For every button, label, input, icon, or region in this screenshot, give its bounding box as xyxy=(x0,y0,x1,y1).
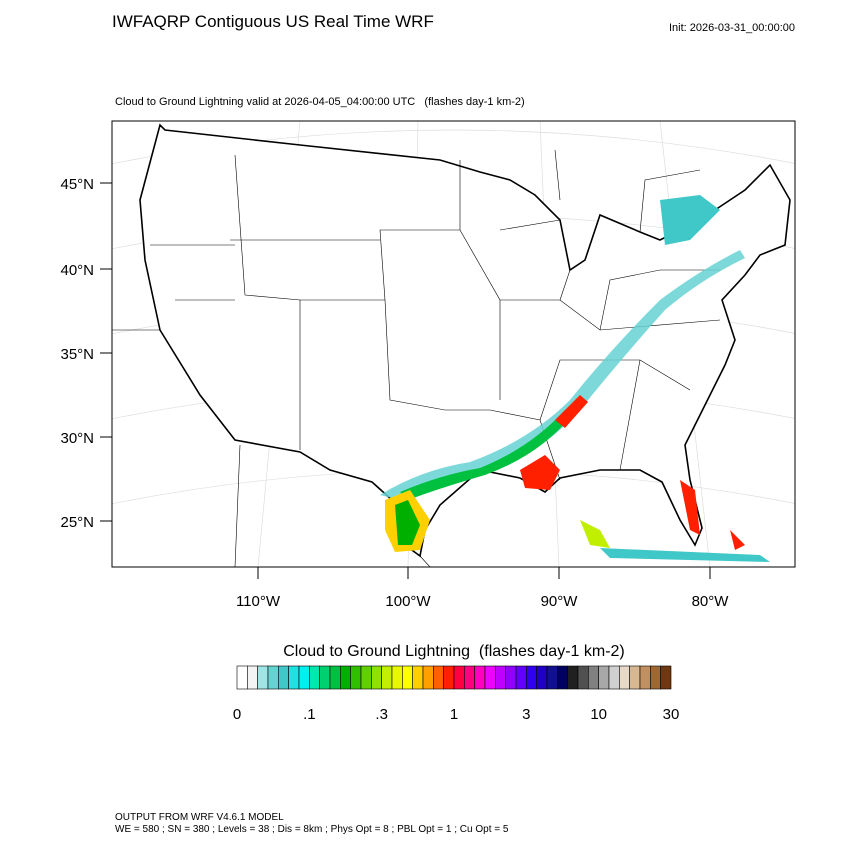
colorbar-box xyxy=(340,665,351,690)
colorbar-box xyxy=(629,665,641,690)
lon-label: 100°W xyxy=(385,593,431,610)
lat-labels: 45°N 40°N 35°N 30°N 25°N xyxy=(60,176,112,531)
colorbar-box xyxy=(577,665,589,690)
colorbar-box xyxy=(381,665,393,690)
colorbar-box xyxy=(588,665,599,690)
colorbar-box xyxy=(453,665,465,690)
colorbar-box xyxy=(288,665,300,690)
map-subtitle: Cloud to Ground Lightning valid at 2026-… xyxy=(115,96,525,108)
colorbar-box xyxy=(546,665,558,690)
colorbar-box xyxy=(567,665,579,690)
lat-label: 40°N xyxy=(60,262,94,279)
lon-label: 80°W xyxy=(692,593,730,610)
colorbar-box xyxy=(319,665,331,690)
colorbar-box xyxy=(464,665,475,690)
lon-label: 90°W xyxy=(541,593,579,610)
colorbar-box xyxy=(267,665,279,690)
colorbar-box xyxy=(443,665,455,690)
colorbar-box xyxy=(639,665,651,690)
colorbar-box xyxy=(474,665,486,690)
colorbar-box xyxy=(557,665,568,690)
colorbar-label: .3 xyxy=(375,706,388,723)
colorbar-box xyxy=(391,665,403,690)
colorbar-box xyxy=(278,665,289,690)
lightning-swaths xyxy=(380,195,770,562)
colorbar-label: 1 xyxy=(450,706,458,723)
colorbar-box xyxy=(247,665,258,690)
lat-label: 30°N xyxy=(60,430,94,447)
colorbar-box xyxy=(505,665,517,690)
colorbar-box xyxy=(526,665,537,690)
colorbar-box xyxy=(350,665,362,690)
colorbar-label: 3 xyxy=(522,706,530,723)
title: IWFAQRP Contiguous US Real Time WRF xyxy=(112,12,434,31)
lat-label: 35°N xyxy=(60,346,94,363)
colorbar-label: 0 xyxy=(233,706,241,723)
colorbar-box xyxy=(484,665,496,690)
footer-line: WE = 580 ; SN = 380 ; Levels = 38 ; Dis … xyxy=(115,824,509,835)
colorbar-box xyxy=(422,665,434,690)
map: 45°N 40°N 35°N 30°N 25°N 110°W 100°W 90°W 80°W xyxy=(60,120,796,610)
colorbar-box xyxy=(298,665,310,690)
colorbar-label: 10 xyxy=(590,706,607,723)
lon-labels: 110°W 100°W 90°W 80°W xyxy=(236,567,729,610)
colorbar-box xyxy=(329,665,341,690)
colorbar-box xyxy=(309,665,320,690)
colorbar-box xyxy=(412,665,424,690)
colorbar-label: .1 xyxy=(303,706,316,723)
footer-line: OUTPUT FROM WRF V4.6.1 MODEL xyxy=(115,812,284,823)
colorbar-box xyxy=(433,665,444,690)
us-outline xyxy=(139,123,791,558)
init-time: Init: 2026-03-31_00:00:00 xyxy=(669,22,795,34)
colorbar-box xyxy=(650,665,661,690)
colorbar-box xyxy=(257,665,269,690)
colorbar-box xyxy=(236,665,248,690)
lat-label: 45°N xyxy=(60,176,94,193)
colorbar-box xyxy=(515,665,527,690)
lat-label: 25°N xyxy=(60,514,94,531)
lon-label: 110°W xyxy=(236,593,281,610)
colorbar-box xyxy=(608,665,620,690)
colorbar-box xyxy=(536,665,548,690)
colorbar-box xyxy=(495,665,506,690)
colorbar-box xyxy=(402,665,413,690)
colorbar-box xyxy=(619,665,630,690)
colorbar-title: Cloud to Ground Lightning (flashes day-1… xyxy=(283,643,625,660)
colorbar-box xyxy=(360,665,372,690)
colorbar-label: 30 xyxy=(663,706,680,723)
colorbar-box xyxy=(371,665,382,690)
colorbar: 0 .1 .3 1 3 10 30 xyxy=(233,665,680,723)
colorbar-box xyxy=(598,665,610,690)
colorbar-box xyxy=(660,665,672,690)
